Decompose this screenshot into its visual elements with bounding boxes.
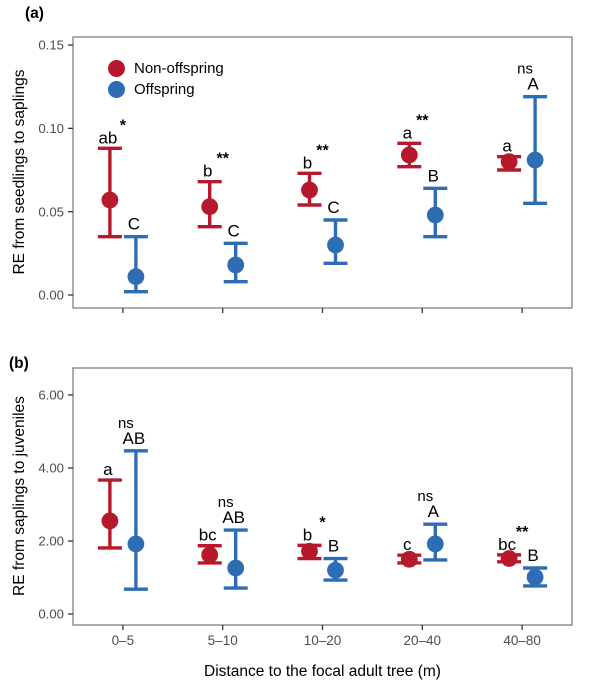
group-letter-label: C [327, 198, 339, 217]
y-tick-label: 2.00 [38, 534, 64, 549]
group-letter-label: c [403, 535, 412, 554]
group-letter-label: C [128, 215, 140, 234]
x-tick-label: 40–80 [503, 633, 541, 648]
y-tick-label: 0.00 [38, 288, 64, 303]
group-letter-label: AB [123, 429, 146, 448]
panel-a-tag: (a) [25, 5, 44, 22]
data-point [301, 181, 318, 199]
group-letter-label: C [228, 221, 240, 240]
y-axis-title-panel-a: RE from seedlings to saplings [11, 69, 28, 275]
data-point [227, 559, 245, 577]
significance-label: ns [517, 61, 533, 78]
y-tick-label: 0.05 [38, 204, 64, 219]
data-point [201, 198, 219, 216]
panel-border [72, 367, 573, 626]
data-point [127, 535, 145, 553]
data-point [500, 153, 518, 171]
group-letter-label: b [303, 525, 312, 544]
y-tick-label: 4.00 [38, 461, 64, 476]
group-letter-label: bc [498, 535, 516, 554]
group-letter-label: AB [222, 508, 245, 527]
data-point [327, 236, 344, 254]
data-point [201, 546, 219, 564]
group-letter-label: B [428, 166, 439, 185]
data-point [227, 256, 245, 274]
group-letter-label: bc [199, 526, 217, 545]
y-tick-label: 0.00 [38, 607, 64, 622]
legend-item-non-offspring: Non-offspring [108, 58, 224, 79]
legend-label-offspring: Offspring [134, 81, 195, 98]
data-point [327, 561, 344, 579]
data-point [426, 206, 444, 224]
y-tick-label: 0.15 [38, 38, 64, 53]
data-point [400, 550, 418, 568]
significance-label: ns [417, 488, 433, 505]
group-letter-label: A [527, 75, 539, 94]
data-point [127, 268, 145, 286]
data-point [426, 535, 444, 553]
group-letter-label: b [303, 153, 312, 172]
significance-label: ** [316, 142, 329, 159]
y-axis-title-panel-b: RE from saplings to juveniles [11, 396, 28, 596]
group-letter-label: ab [98, 128, 117, 147]
x-tick-label: 5–10 [208, 633, 238, 648]
legend-item-offspring: Offspring [108, 79, 224, 100]
legend-dot-non-offspring [108, 60, 125, 77]
y-tick-label: 6.00 [38, 388, 64, 403]
significance-label: ** [416, 112, 429, 129]
y-tick-label: 0.10 [38, 121, 64, 136]
data-point [526, 151, 544, 169]
x-tick-label: 10–20 [304, 633, 342, 648]
significance-label: ** [216, 151, 229, 168]
significance-label: ns [118, 415, 134, 432]
group-letter-label: a [103, 460, 113, 479]
data-point [526, 568, 544, 586]
series-non-offspring: abc bc bc [97, 460, 522, 568]
series-non-offspring: ab b b a a [97, 123, 522, 239]
data-point [101, 191, 119, 209]
data-point [301, 542, 318, 560]
group-letter-label: b [203, 162, 212, 181]
group-letter-label: B [328, 537, 339, 556]
x-tick-label: 0–5 [112, 633, 135, 648]
legend-label-non-offspring: Non-offspring [134, 60, 224, 77]
x-axis-title: Distance to the focal adult tree (m) [204, 663, 441, 680]
group-letter-label: a [502, 137, 512, 156]
data-point [101, 512, 119, 530]
data-point [500, 550, 518, 567]
significance-label: * [319, 514, 326, 531]
legend-dot-offspring [108, 81, 125, 98]
panel-b: 0.00 2.00 4.00 6.00 0–5 5–10 10–20 20–40 40–80 a b… [38, 367, 573, 648]
group-letter-label: A [428, 502, 440, 521]
significance-label: ns [218, 494, 234, 511]
significance-label: ** [516, 524, 529, 541]
group-letter-label: a [403, 123, 413, 142]
significance-label: * [120, 117, 127, 134]
panel-b-tag: (b) [9, 355, 29, 372]
group-letter-label: B [527, 546, 538, 565]
series-offspring: C C C B A [123, 75, 548, 294]
data-point [400, 146, 418, 164]
x-tick-label: 20–40 [404, 633, 442, 648]
legend: Non-offspring Offspring [108, 58, 224, 100]
